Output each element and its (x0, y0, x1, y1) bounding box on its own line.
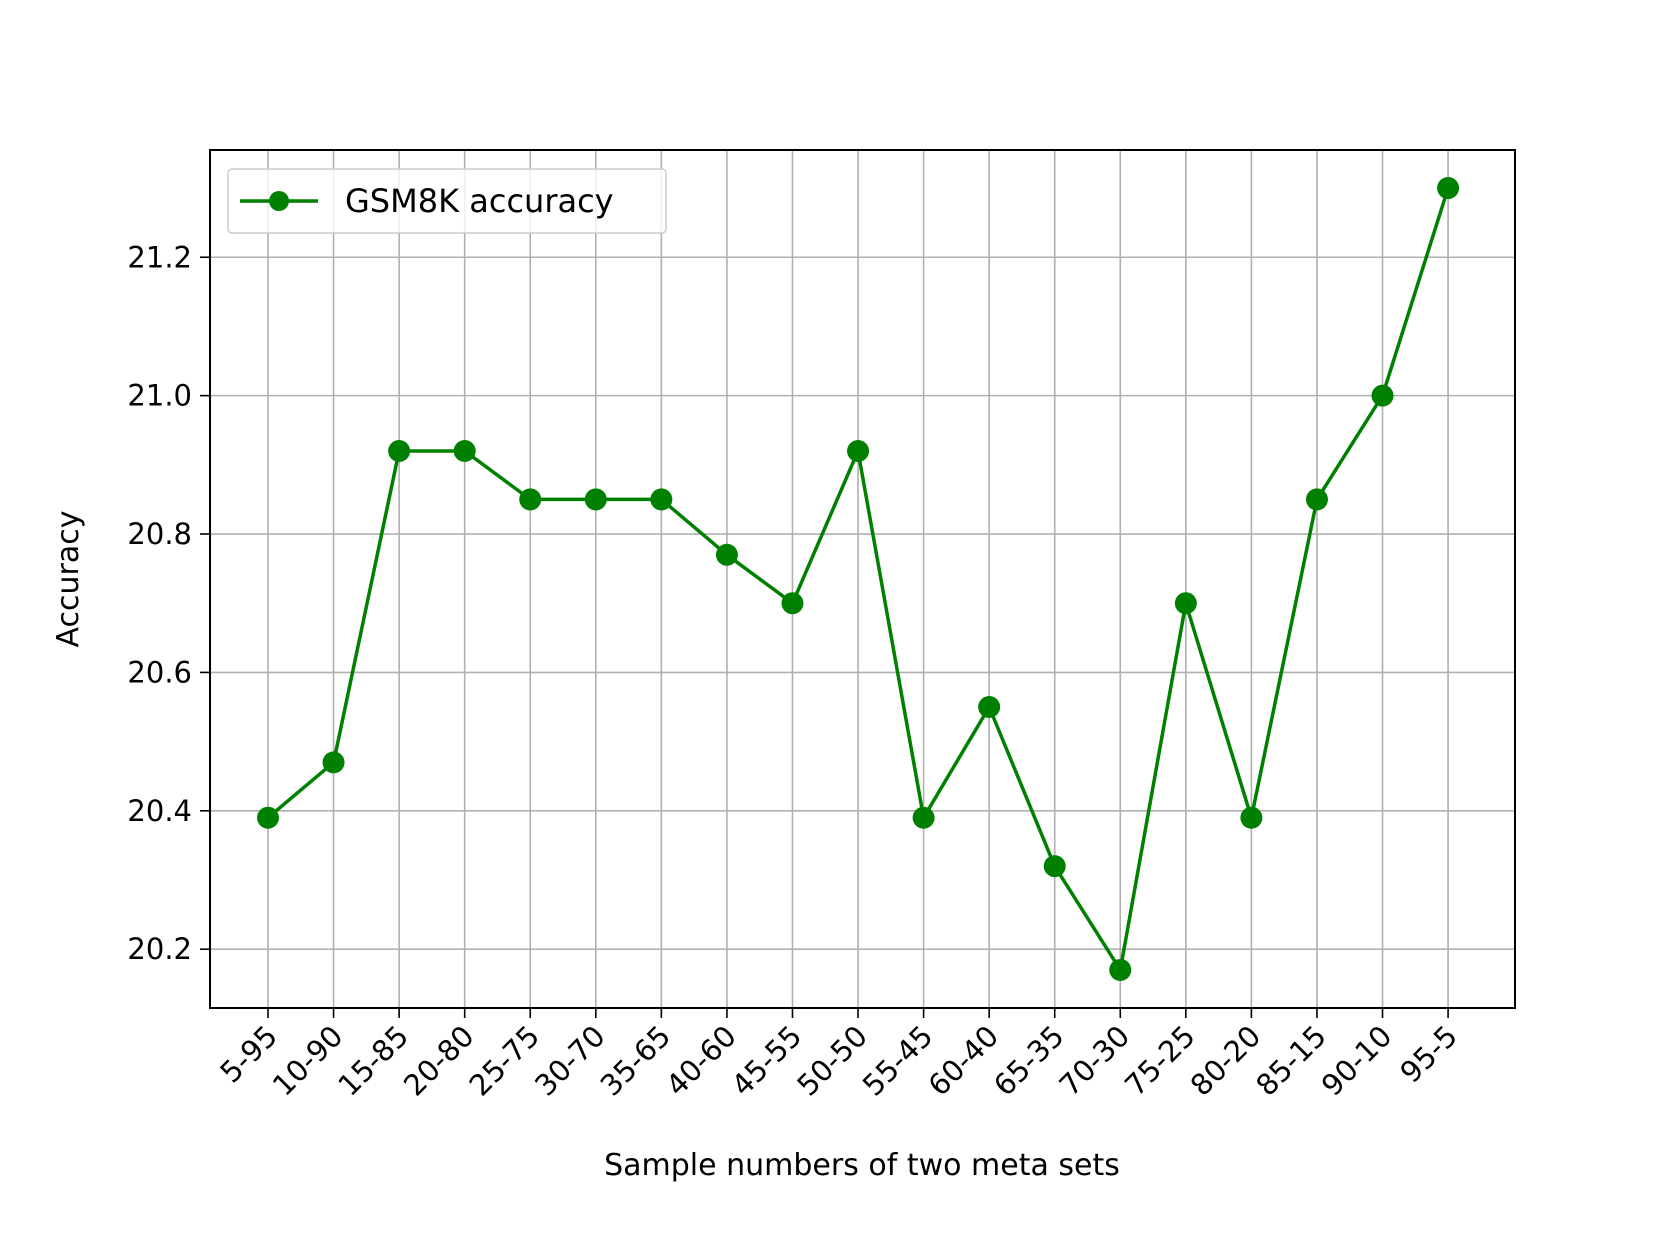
legend-marker-swatch (269, 191, 289, 211)
data-point (715, 543, 738, 566)
data-point (257, 806, 279, 829)
data-point (650, 488, 673, 511)
series-group (257, 177, 1460, 981)
y-axis-label: Accuracy (51, 511, 86, 648)
data-point (519, 488, 542, 511)
y-tick-label: 20.8 (127, 517, 192, 551)
data-point (1043, 855, 1066, 878)
y-axis: 20.2 20.4 20.6 20.8 21.0 21.2 (127, 240, 210, 966)
data-point (584, 488, 607, 511)
y-tick-label: 21.2 (127, 240, 192, 274)
y-tick-label: 20.2 (127, 932, 192, 966)
data-point (1174, 592, 1197, 615)
data-point (322, 751, 345, 774)
legend-box (227, 168, 667, 234)
y-tick-label: 21.0 (127, 379, 192, 413)
data-point (912, 806, 935, 829)
x-axis-label: Sample numbers of two meta sets (604, 1148, 1120, 1183)
legend: GSM8K accuracy (227, 168, 667, 234)
data-point (1240, 806, 1263, 829)
data-point (847, 439, 870, 462)
legend-label: GSM8K accuracy (345, 182, 614, 220)
plot-frame (209, 149, 1516, 1009)
y-tick-label: 20.6 (127, 655, 192, 689)
data-point (1371, 384, 1394, 407)
data-point (781, 592, 804, 615)
data-point (1437, 177, 1460, 200)
data-point (388, 439, 411, 462)
data-point (453, 439, 476, 462)
y-tick-label: 20.4 (127, 794, 192, 828)
data-point (978, 696, 1001, 719)
data-point (1109, 958, 1132, 981)
data-point (1305, 488, 1328, 511)
